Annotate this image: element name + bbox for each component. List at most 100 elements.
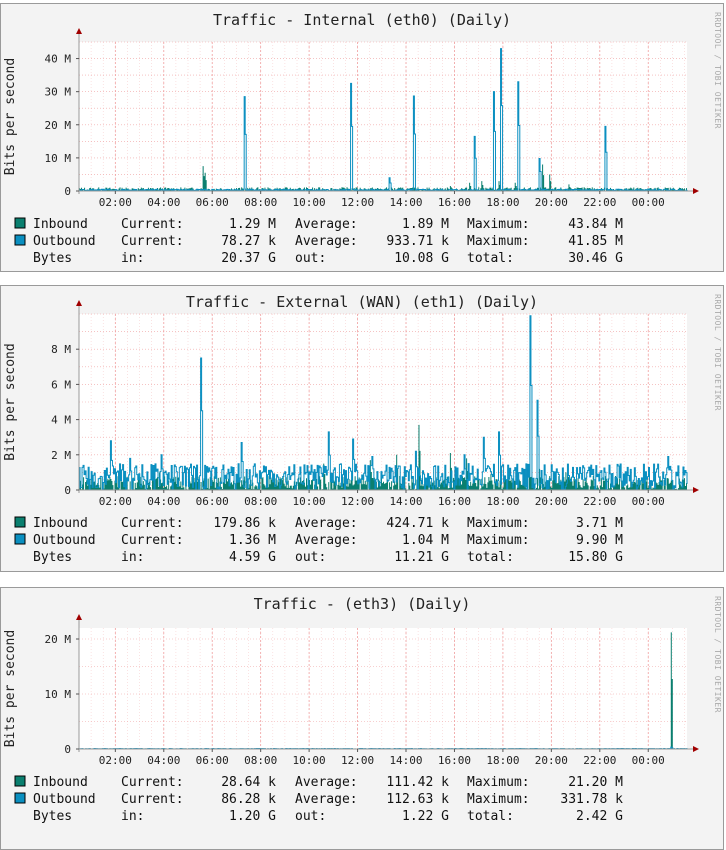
legend-value: 424.71 k [386,516,449,531]
legend-caption: Average: [295,792,358,807]
legend-value: 1.36 M [229,533,276,548]
legend-label: Bytes [33,550,72,565]
chart-svg: Traffic - External (WAN) (eth1) (Daily) B… [3,293,722,565]
x-tick-label: 00:00 [632,754,665,767]
x-tick-label: 14:00 [389,754,422,767]
legend-caption: Maximum: [467,217,530,232]
y-tick-label: 0 [64,743,71,756]
legend-value: 1.29 M [229,217,276,232]
y-axis-label: Bits per second [3,630,18,747]
chart-svg: Traffic - Internal (eth0) (Daily) Bits pe… [3,11,722,266]
legend-value: 10.08 G [394,251,449,266]
legend-caption: total: [467,809,514,824]
y-tick-label: 0 [64,185,71,198]
x-tick-label: 14:00 [389,196,422,209]
x-tick-label: 18:00 [486,196,519,209]
x-tick-label: 22:00 [583,754,616,767]
legend-caption: in: [121,809,144,824]
x-tick-label: 08:00 [244,196,277,209]
rrdtool-watermark: RRDTOOL / TOBI OETIKER [713,596,722,713]
legend-caption: Maximum: [467,234,530,249]
x-tick-label: 16:00 [438,196,471,209]
legend-value: 78.27 k [221,234,276,249]
legend-value: 179.86 k [213,516,276,531]
legend-caption: Average: [295,217,358,232]
legend-caption: out: [295,809,326,824]
x-tick-label: 00:00 [632,196,665,209]
series-outbound-line [79,315,688,491]
x-tick-label: 06:00 [196,754,229,767]
x-tick-label: 08:00 [244,495,277,508]
plot-area [79,42,687,191]
legend-value: 43.84 M [568,217,623,232]
y-tick-label: 4 M [51,414,71,427]
x-tick-label: 16:00 [438,754,471,767]
legend-value: 1.89 M [402,217,449,232]
legend-value: 1.22 G [402,809,449,824]
legend-caption: Maximum: [467,792,530,807]
legend-caption: Current: [121,234,184,249]
legend-value: 11.21 G [394,550,449,565]
legend-caption: out: [295,550,326,565]
rrdtool-watermark: RRDTOOL / TOBI OETIKER [713,12,722,129]
legend-value: 1.20 G [229,809,276,824]
y-axis-label: Bits per second [3,58,18,175]
x-tick-label: 12:00 [341,754,374,767]
y-axis-arrow [76,300,82,306]
x-tick-label: 10:00 [293,196,326,209]
x-axis-arrow [693,188,699,194]
legend-swatch-inbound [14,217,26,229]
x-tick-label: 20:00 [535,495,568,508]
y-axis-label: Bits per second [3,343,18,460]
chart-svg: Traffic - (eth3) (Daily) Bits per second R… [3,595,722,824]
y-axis-arrow [76,614,82,620]
x-tick-label: 18:00 [486,754,519,767]
legend-caption: Average: [295,775,358,790]
y-tick-label: 10 M [45,688,72,701]
legend-caption: Average: [295,234,358,249]
legend-value: 41.85 M [568,234,623,249]
chart-title: Traffic - Internal (eth0) (Daily) [213,11,511,29]
y-tick-label: 10 M [45,152,72,165]
series-inbound-area [79,164,687,191]
legend-caption: out: [295,251,326,266]
x-axis-arrow [693,746,699,752]
x-tick-label: 22:00 [583,495,616,508]
chart-panel-eth1: Traffic - External (WAN) (eth1) (Daily) B… [0,285,724,572]
legend-value: 28.64 k [221,775,276,790]
y-tick-label: 20 M [45,633,72,646]
legend-caption: Current: [121,775,184,790]
legend-label: Bytes [33,251,72,266]
x-tick-label: 08:00 [244,754,277,767]
x-tick-label: 02:00 [99,495,132,508]
legend-caption: in: [121,550,144,565]
y-axis-arrow [76,28,82,34]
x-tick-label: 20:00 [535,196,568,209]
x-tick-label: 16:00 [438,495,471,508]
legend-swatch-outbound [14,792,26,804]
x-tick-label: 00:00 [632,495,665,508]
legend-label: Outbound [33,792,96,807]
x-tick-label: 12:00 [341,495,374,508]
legend-value: 112.63 k [386,792,449,807]
chart-title: Traffic - External (WAN) (eth1) (Daily) [186,293,538,311]
legend-label: Inbound [33,775,88,790]
legend-value: 15.80 G [568,550,623,565]
legend-caption: Average: [295,533,358,548]
x-tick-label: 02:00 [99,196,132,209]
legend-caption: Maximum: [467,775,530,790]
chart-panel-eth3: Traffic - (eth3) (Daily) Bits per second R… [0,587,724,850]
legend-value: 4.59 G [229,550,276,565]
legend-label: Inbound [33,516,88,531]
legend-value: 2.42 G [576,809,623,824]
series-outbound-line [79,48,688,192]
legend-value: 3.71 M [576,516,623,531]
legend-caption: Maximum: [467,533,530,548]
x-tick-label: 14:00 [389,495,422,508]
chart-panel-eth0: Traffic - Internal (eth0) (Daily) Bits pe… [0,3,724,272]
x-tick-label: 22:00 [583,196,616,209]
legend-caption: Average: [295,516,358,531]
legend-swatch-outbound [14,234,26,246]
legend-caption: total: [467,251,514,266]
x-tick-label: 18:00 [486,495,519,508]
